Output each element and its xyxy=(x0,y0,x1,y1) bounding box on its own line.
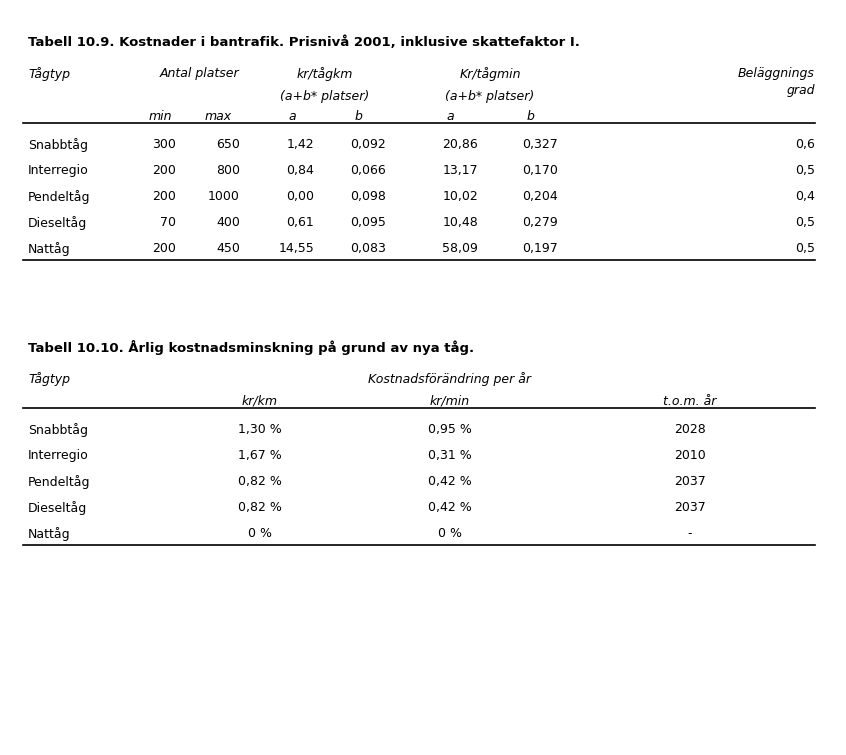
Text: 10,02: 10,02 xyxy=(442,190,478,203)
Text: 1,42: 1,42 xyxy=(287,138,314,151)
Text: 2028: 2028 xyxy=(674,423,706,436)
Text: 0,4: 0,4 xyxy=(795,190,815,203)
Text: 300: 300 xyxy=(152,138,176,151)
Text: 0,82 %: 0,82 % xyxy=(238,475,282,488)
Text: Nattåg: Nattåg xyxy=(28,242,70,256)
Text: Tågtyp: Tågtyp xyxy=(28,372,70,386)
Text: 200: 200 xyxy=(152,242,176,255)
Text: 0 %: 0 % xyxy=(438,527,462,540)
Text: 0,5: 0,5 xyxy=(795,216,815,229)
Text: Dieseltåg: Dieseltåg xyxy=(28,501,87,515)
Text: kr/km: kr/km xyxy=(242,395,278,408)
Text: 0,82 %: 0,82 % xyxy=(238,501,282,514)
Text: 200: 200 xyxy=(152,164,176,177)
Text: 0,42 %: 0,42 % xyxy=(428,475,472,488)
Text: b: b xyxy=(354,110,362,123)
Text: Pendeltåg: Pendeltåg xyxy=(28,475,91,489)
Text: 70: 70 xyxy=(160,216,176,229)
Text: 1000: 1000 xyxy=(208,190,240,203)
Text: 0,00: 0,00 xyxy=(286,190,314,203)
Text: 0,066: 0,066 xyxy=(350,164,386,177)
Text: Tågtyp: Tågtyp xyxy=(28,67,70,81)
Text: Kr/tågmin: Kr/tågmin xyxy=(459,67,521,81)
Text: 0,95 %: 0,95 % xyxy=(428,423,472,436)
Text: 650: 650 xyxy=(216,138,240,151)
Text: Pendeltåg: Pendeltåg xyxy=(28,190,91,204)
Text: 2037: 2037 xyxy=(674,501,706,514)
Text: 0 %: 0 % xyxy=(248,527,272,540)
Text: 0,204: 0,204 xyxy=(522,190,558,203)
Text: 0,083: 0,083 xyxy=(350,242,386,255)
Text: a: a xyxy=(288,110,296,123)
Text: 800: 800 xyxy=(216,164,240,177)
Text: 200: 200 xyxy=(152,190,176,203)
Text: 0,170: 0,170 xyxy=(522,164,558,177)
Text: Interregio: Interregio xyxy=(28,449,89,462)
Text: 0,31 %: 0,31 % xyxy=(428,449,472,462)
Text: Tabell 10.9. Kostnader i bantrafik. Prisnivå 2001, inklusive skattefaktor I.: Tabell 10.9. Kostnader i bantrafik. Pris… xyxy=(28,35,580,48)
Text: 2010: 2010 xyxy=(674,449,706,462)
Text: Beläggnings
grad: Beläggnings grad xyxy=(738,67,815,97)
Text: 10,48: 10,48 xyxy=(442,216,478,229)
Text: (a+b* platser): (a+b* platser) xyxy=(280,90,370,103)
Text: Snabbtåg: Snabbtåg xyxy=(28,423,88,437)
Text: 13,17: 13,17 xyxy=(442,164,478,177)
Text: 58,09: 58,09 xyxy=(442,242,478,255)
Text: 0,42 %: 0,42 % xyxy=(428,501,472,514)
Text: 2037: 2037 xyxy=(674,475,706,488)
Text: 0,279: 0,279 xyxy=(522,216,558,229)
Text: kr/min: kr/min xyxy=(430,395,470,408)
Text: 14,55: 14,55 xyxy=(278,242,314,255)
Text: 0,197: 0,197 xyxy=(522,242,558,255)
Text: 450: 450 xyxy=(216,242,240,255)
Text: 0,5: 0,5 xyxy=(795,164,815,177)
Text: 1,67 %: 1,67 % xyxy=(238,449,282,462)
Text: Kostnadsförändring per år: Kostnadsförändring per år xyxy=(369,372,531,386)
Text: min: min xyxy=(148,110,172,123)
Text: Nattåg: Nattåg xyxy=(28,527,70,541)
Text: Dieseltåg: Dieseltåg xyxy=(28,216,87,230)
Text: 0,84: 0,84 xyxy=(286,164,314,177)
Text: -: - xyxy=(688,527,692,540)
Text: Interregio: Interregio xyxy=(28,164,89,177)
Text: 0,61: 0,61 xyxy=(286,216,314,229)
Text: 1,30 %: 1,30 % xyxy=(238,423,282,436)
Text: 0,6: 0,6 xyxy=(795,138,815,151)
Text: 0,327: 0,327 xyxy=(522,138,558,151)
Text: b: b xyxy=(526,110,534,123)
Text: Antal platser: Antal platser xyxy=(159,67,239,80)
Text: t.o.m. år: t.o.m. år xyxy=(663,395,717,408)
Text: 0,095: 0,095 xyxy=(350,216,386,229)
Text: 0,5: 0,5 xyxy=(795,242,815,255)
Text: a: a xyxy=(446,110,453,123)
Text: 0,092: 0,092 xyxy=(350,138,386,151)
Text: max: max xyxy=(205,110,232,123)
Text: (a+b* platser): (a+b* platser) xyxy=(445,90,535,103)
Text: 400: 400 xyxy=(216,216,240,229)
Text: kr/tågkm: kr/tågkm xyxy=(297,67,353,81)
Text: 0,098: 0,098 xyxy=(350,190,386,203)
Text: Snabbtåg: Snabbtåg xyxy=(28,138,88,152)
Text: Tabell 10.10. Årlig kostnadsminskning på grund av nya tåg.: Tabell 10.10. Årlig kostnadsminskning på… xyxy=(28,340,474,355)
Text: 20,86: 20,86 xyxy=(442,138,478,151)
